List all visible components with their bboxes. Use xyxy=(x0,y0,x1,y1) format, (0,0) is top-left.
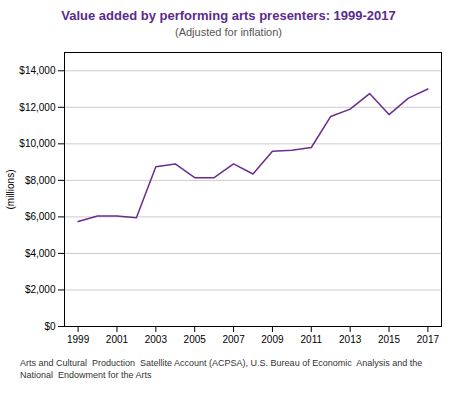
svg-text:(millions): (millions) xyxy=(5,170,16,210)
html-text:Arts and Cultural Production S: Arts and Cultural Production Satellite A… xyxy=(20,358,423,380)
html-text:Value added by performing arts: Value added by performing arts presenter… xyxy=(61,8,396,23)
svg-text:$6,000: $6,000 xyxy=(25,211,56,222)
svg-text:$0: $0 xyxy=(44,321,56,332)
svg-text:$2,000: $2,000 xyxy=(25,284,56,295)
svg-text:$8,000: $8,000 xyxy=(25,175,56,186)
svg-text:2017: 2017 xyxy=(417,334,440,345)
svg-text:2013: 2013 xyxy=(339,334,362,345)
svg-text:$12,000: $12,000 xyxy=(19,102,56,113)
svg-text:2011: 2011 xyxy=(301,334,323,345)
svg-text:2005: 2005 xyxy=(184,334,207,345)
svg-text:2015: 2015 xyxy=(378,334,401,345)
svg-text:$14,000: $14,000 xyxy=(19,65,56,76)
svg-text:1999: 1999 xyxy=(67,334,90,345)
svg-text:2009: 2009 xyxy=(261,334,284,345)
html-text:(Adjusted for inflation): (Adjusted for inflation) xyxy=(175,26,282,38)
svg-text:2003: 2003 xyxy=(145,334,168,345)
svg-text:2007: 2007 xyxy=(222,334,245,345)
svg-text:$4,000: $4,000 xyxy=(25,248,56,259)
svg-text:2001: 2001 xyxy=(106,334,129,345)
svg-text:$10,000: $10,000 xyxy=(19,138,56,149)
